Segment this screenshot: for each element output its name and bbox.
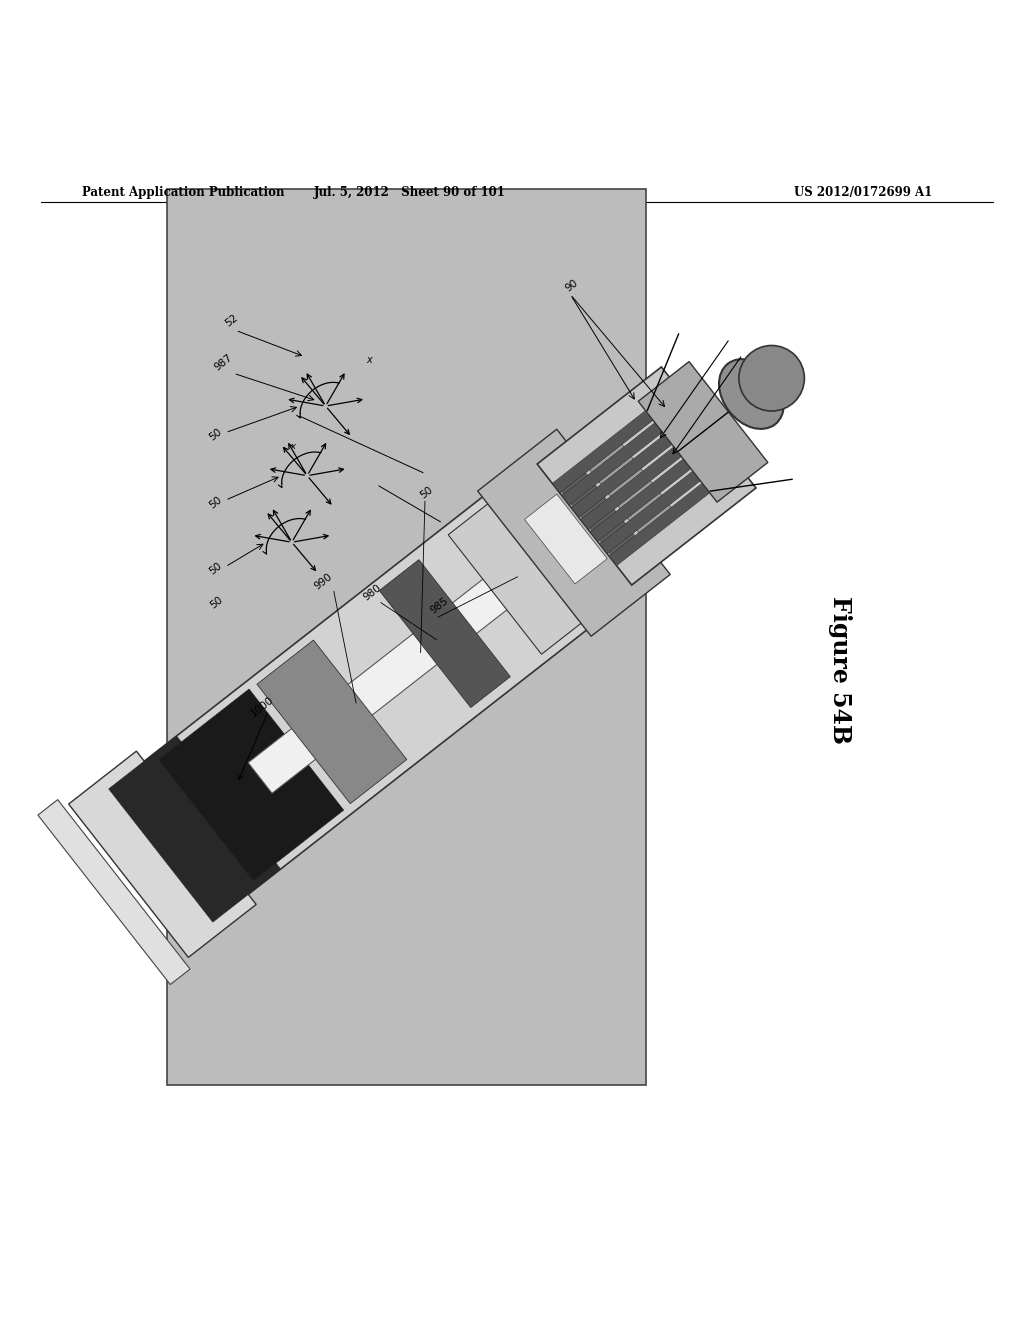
Circle shape	[739, 346, 805, 411]
Text: x: x	[290, 442, 295, 451]
Text: 52: 52	[223, 312, 240, 329]
Text: x: x	[367, 355, 373, 366]
Polygon shape	[257, 640, 407, 804]
Polygon shape	[248, 524, 578, 793]
Polygon shape	[590, 434, 722, 541]
Polygon shape	[589, 444, 672, 533]
Polygon shape	[159, 689, 344, 880]
Polygon shape	[581, 422, 713, 529]
Polygon shape	[538, 367, 756, 585]
Polygon shape	[449, 499, 587, 655]
Text: 50: 50	[207, 561, 223, 577]
Polygon shape	[109, 737, 281, 923]
Polygon shape	[477, 429, 671, 636]
Text: 985: 985	[428, 595, 450, 616]
Polygon shape	[524, 494, 607, 583]
Ellipse shape	[719, 359, 784, 429]
Text: 50: 50	[207, 495, 223, 511]
Polygon shape	[571, 411, 703, 517]
Polygon shape	[552, 387, 684, 494]
Polygon shape	[69, 751, 256, 957]
Text: 50: 50	[208, 595, 224, 611]
Bar	[167, 189, 646, 1085]
Text: 980: 980	[361, 582, 383, 603]
Text: 90: 90	[563, 277, 580, 293]
Text: 50: 50	[418, 484, 434, 500]
Text: Figure 54B: Figure 54B	[827, 597, 852, 744]
Polygon shape	[561, 473, 636, 556]
Text: US 2012/0172699 A1: US 2012/0172699 A1	[794, 186, 932, 198]
Polygon shape	[379, 560, 510, 708]
Polygon shape	[562, 399, 693, 506]
Polygon shape	[600, 446, 731, 553]
Polygon shape	[609, 459, 740, 566]
Text: 50: 50	[207, 426, 223, 444]
Polygon shape	[38, 800, 190, 985]
Text: 1000: 1000	[249, 694, 275, 718]
Text: 987: 987	[212, 352, 233, 372]
Text: Patent Application Publication: Patent Application Publication	[82, 186, 285, 198]
Text: Jul. 5, 2012   Sheet 90 of 101: Jul. 5, 2012 Sheet 90 of 101	[313, 186, 506, 198]
Text: 990: 990	[312, 572, 334, 591]
Polygon shape	[85, 490, 595, 941]
Polygon shape	[638, 362, 768, 502]
